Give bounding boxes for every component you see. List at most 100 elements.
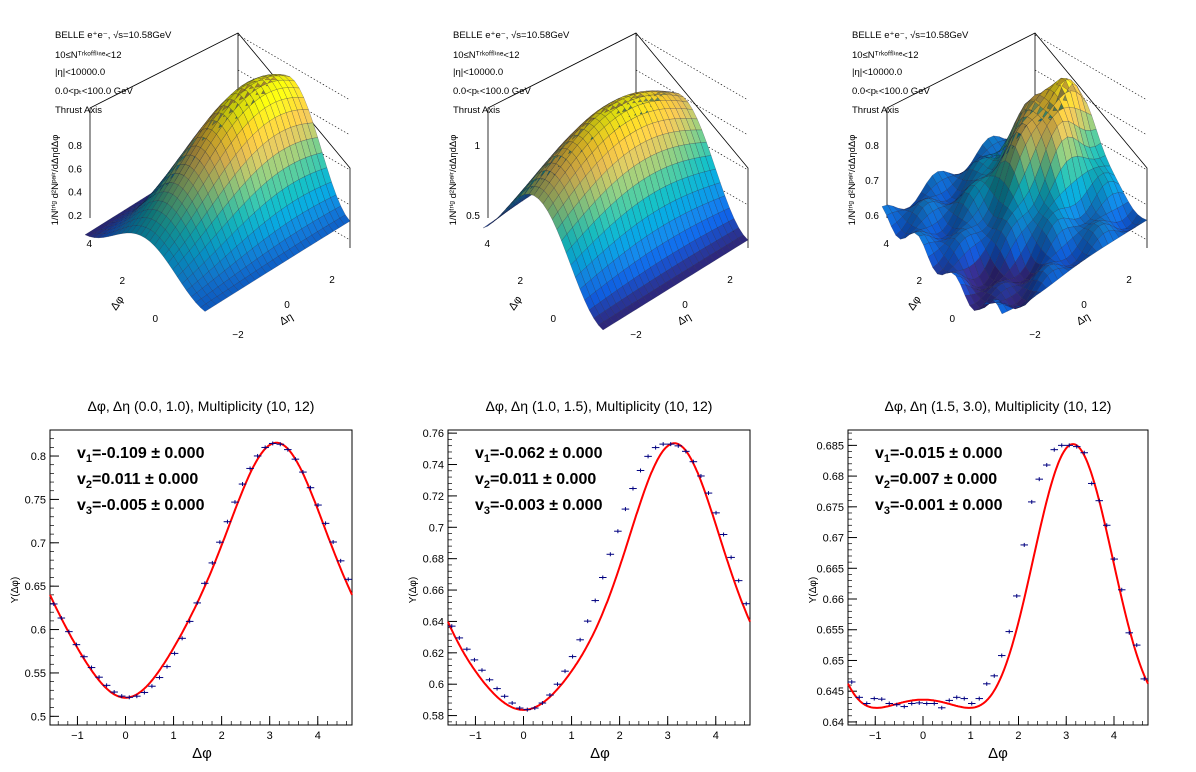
info-line-2: 10≤Nᵀʳᵏᵒᶠᶠˡⁱⁿᵉ<12: [453, 50, 520, 61]
deta-tick-label: 0: [1081, 300, 1087, 311]
x-tick-label: 3: [267, 730, 273, 742]
x-axis-title: Δφ: [192, 745, 212, 762]
fit-annotation-v3: v3=-0.005 ± 0.000: [77, 497, 205, 517]
data-point: [598, 575, 607, 580]
deta-tick-label: 0: [284, 300, 290, 311]
info-line-1: BELLE e⁺e⁻, √s=10.58GeV: [453, 30, 570, 41]
data-point: [1028, 499, 1036, 504]
panel-title: Δφ, Δη (1.5, 3.0), Multiplicity (10, 12): [885, 398, 1112, 414]
surface-panel-3: BELLE e⁺e⁻, √s=10.58GeV 10≤Nᵀʳᵏᵒᶠᶠˡⁱⁿᵉ<12…: [847, 30, 1148, 341]
annotation-value: =-0.015: [890, 445, 945, 462]
info-line-1: BELLE e⁺e⁻, √s=10.58GeV: [852, 30, 969, 41]
data-point: [65, 629, 73, 634]
y-tick-label: 0.68: [823, 471, 844, 483]
annotation-name: v: [77, 471, 86, 488]
panel-title: Δφ, Δη (0.0, 1.0), Multiplicity (10, 12): [88, 398, 315, 414]
data-point: [470, 657, 479, 662]
dphi-tick-label: 2: [119, 276, 125, 287]
data-point: [1012, 593, 1021, 598]
y-tick-label: 0.64: [423, 616, 444, 628]
annotation-value: =-0.003: [490, 497, 545, 514]
info-line-1: BELLE e⁺e⁻, √s=10.58GeV: [55, 30, 172, 41]
z-tick-label: 0.7: [865, 176, 879, 187]
x-tick-label: 1: [569, 730, 575, 742]
dphi-axis-title: Δφ: [905, 294, 923, 313]
y-tick-label: 0.645: [816, 686, 844, 698]
data-point: [621, 507, 630, 512]
annotation-value: =-0.062: [490, 445, 545, 462]
data-point: [508, 701, 516, 706]
data-point: [967, 701, 976, 706]
fit-annotation-v1: v1=-0.015 ± 0.000: [875, 445, 1003, 465]
data-point: [727, 555, 735, 560]
dphi-tick-label: 4: [484, 239, 490, 250]
x-tick-label: 4: [315, 730, 321, 742]
data-point: [937, 705, 946, 710]
z-tick-label: 0.2: [68, 211, 82, 222]
fit-annotation-v1: v1=-0.109 ± 0.000: [77, 445, 205, 465]
data-point: [1020, 542, 1029, 547]
data-point: [583, 619, 592, 624]
data-point: [568, 654, 577, 659]
data-point: [734, 578, 743, 583]
data-point: [659, 442, 667, 447]
annotation-name: v: [875, 445, 884, 462]
y-tick-label: 0.8: [31, 451, 46, 463]
y-axis-title: Y(Δφ): [808, 577, 819, 604]
annotation-error: ± 0.000: [147, 497, 205, 514]
data-point: [847, 679, 856, 684]
dphi-tick-label: 4: [86, 239, 92, 250]
data-point: [1058, 443, 1066, 448]
data-point: [900, 704, 909, 709]
dphi-tick-label: 2: [517, 276, 523, 287]
data-point: [975, 696, 984, 701]
z-axis-title: 1/Nᵗʳⁱᵍ d²Nᵖᵃⁱʳ/dΔηdΔφ: [847, 135, 858, 226]
data-point: [576, 637, 584, 642]
annotation-value: =0.011: [92, 471, 141, 488]
annotation-value: =0.007: [890, 471, 939, 488]
annotation-error: ± 0.000: [545, 445, 603, 462]
data-point: [629, 486, 637, 491]
x-axis-title: Δφ: [590, 745, 610, 762]
data-point: [299, 470, 307, 475]
annotation-name: v: [77, 445, 86, 462]
x-axis-title: Δφ: [988, 745, 1008, 762]
annotation-name: v: [77, 497, 86, 514]
annotation-value: =0.011: [490, 471, 539, 488]
grid-dotted-line: [1034, 69, 1148, 136]
surface-panel-1: BELLE e⁺e⁻, √s=10.58GeV 10≤Nᵀʳᵏᵒᶠᶠˡⁱⁿᵉ<12…: [50, 30, 351, 341]
deta-tick-label: −2: [630, 330, 642, 341]
annotation-error: ± 0.000: [945, 497, 1003, 514]
grid-dotted-line: [635, 34, 749, 101]
x-tick-label: 4: [1111, 730, 1117, 742]
data-point: [644, 454, 652, 459]
x-tick-label: 1: [171, 730, 177, 742]
y-tick-label: 0.75: [25, 494, 46, 506]
info-line-4: 0.0<pₜ<100.0 GeV: [852, 86, 930, 97]
data-point: [1005, 629, 1013, 634]
data-point: [478, 668, 486, 673]
deta-tick-label: 2: [727, 275, 733, 286]
info-line-5: Thrust Axis: [852, 105, 899, 116]
data-point: [870, 696, 879, 701]
dphi-tick-label: 2: [916, 276, 922, 287]
z-tick-label: 0.6: [865, 211, 879, 222]
data-point: [155, 675, 164, 680]
fit-panel-3: Δφ, Δη (1.5, 3.0), Multiplicity (10, 12)…: [808, 398, 1149, 762]
z-tick-label: 0.6: [68, 164, 82, 175]
annotation-error: ± 0.000: [147, 445, 205, 462]
data-point: [291, 457, 300, 462]
data-point: [719, 532, 728, 537]
dphi-tick-label: 4: [883, 239, 889, 250]
fit-panel-1: Δφ, Δη (0.0, 1.0), Multiplicity (10, 12)…: [10, 398, 353, 762]
data-point: [908, 701, 916, 706]
y-tick-label: 0.7: [429, 522, 444, 534]
annotation-error: ± 0.000: [545, 497, 603, 514]
y-tick-label: 0.65: [25, 581, 46, 593]
data-point: [990, 673, 999, 678]
data-point: [636, 468, 645, 473]
grid-dotted-line: [237, 34, 351, 101]
x-tick-label: 3: [665, 730, 671, 742]
deta-axis-title: Δη: [676, 311, 694, 328]
